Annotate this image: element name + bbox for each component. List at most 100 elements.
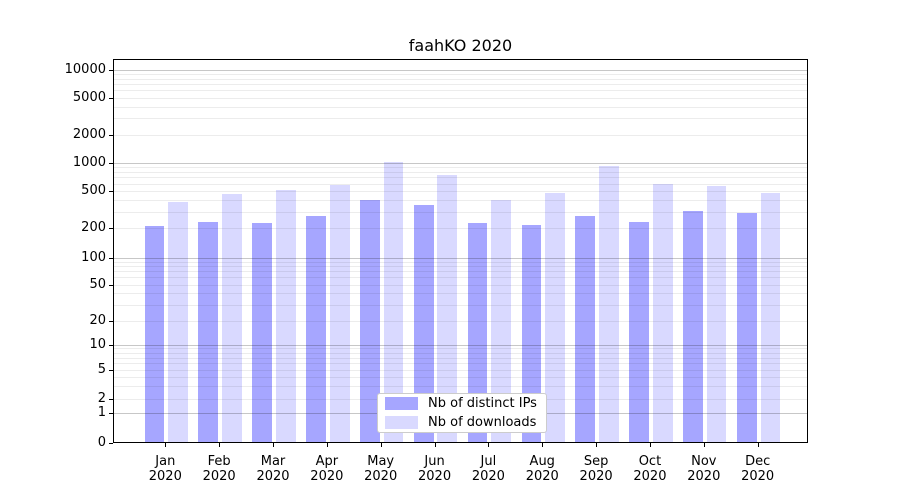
bar-downloads-nov <box>706 186 727 442</box>
gridline-10 <box>114 344 807 346</box>
bar-downloads-may <box>383 161 404 442</box>
bar-distinct_ips-apr <box>306 216 326 442</box>
x-tick-mark-sep <box>596 443 598 447</box>
y-tick-label-10: 10 <box>89 336 106 352</box>
y-tick-mark-0 <box>109 442 113 444</box>
y-tick-label-50: 50 <box>89 276 106 292</box>
x-tick-year: 2020 <box>471 468 505 484</box>
gridline-3 <box>114 386 807 388</box>
x-tick-label-jan: Jan 2020 <box>137 454 193 484</box>
y-tick-label-2000: 2000 <box>72 127 106 142</box>
bar-downloads-jul <box>491 199 512 442</box>
y-tick-label-20: 20 <box>89 313 106 328</box>
gridline-9 <box>114 348 807 350</box>
gridline-4 <box>114 377 807 379</box>
x-tick-month: Feb <box>207 454 231 469</box>
x-tick-year: 2020 <box>364 468 398 484</box>
gridline-2000 <box>114 135 807 136</box>
x-tick-label-dec: Dec 2020 <box>730 454 786 484</box>
y-tick-mark-1 <box>109 412 113 414</box>
legend: Nb of distinct IPs Nb of downloads <box>377 393 547 433</box>
y-tick-mark-10 <box>109 344 113 346</box>
x-tick-mark-nov <box>703 443 705 447</box>
gridline-600 <box>114 183 807 185</box>
bar-downloads-sep <box>599 165 619 442</box>
x-tick-label-oct: Oct 2020 <box>622 454 678 484</box>
bar-distinct_ips-dec <box>736 213 757 442</box>
plot-area <box>113 59 808 443</box>
y-tick-label-0: 0 <box>97 434 106 450</box>
bar-downloads-dec <box>760 192 781 442</box>
x-tick-mark-oct <box>649 443 651 447</box>
x-tick-mark-feb <box>219 443 221 447</box>
x-tick-label-sep: Sep 2020 <box>568 454 624 484</box>
gridline-10000 <box>114 69 807 71</box>
legend-row-downloads: Nb of downloads <box>378 415 546 430</box>
legend-swatch-distinct-ips <box>385 397 418 410</box>
gridline-90 <box>114 261 807 263</box>
bar-distinct_ips-may <box>360 200 380 442</box>
y-tick-mark-200 <box>109 228 113 229</box>
gridline-5 <box>114 370 807 371</box>
x-tick-year: 2020 <box>148 468 182 484</box>
gridline-4000 <box>114 106 807 108</box>
y-tick-mark-2 <box>109 399 113 400</box>
gridline-20 <box>114 321 807 322</box>
y-tick-label-500: 500 <box>81 183 106 198</box>
x-tick-year: 2020 <box>256 468 290 484</box>
y-tick-mark-100 <box>109 257 113 259</box>
bar-downloads-aug <box>545 192 565 442</box>
bar-distinct_ips-nov <box>683 211 703 442</box>
y-tick-mark-2000 <box>109 135 113 136</box>
x-tick-mark-mar <box>273 443 274 447</box>
x-tick-year: 2020 <box>310 468 344 484</box>
bar-downloads-mar <box>275 190 296 442</box>
gridline-100 <box>114 257 807 259</box>
x-tick-mark-may <box>380 443 382 447</box>
bar-distinct_ips-feb <box>198 221 219 442</box>
gridline-300 <box>114 211 807 213</box>
x-tick-month: Dec <box>745 454 771 469</box>
bar-distinct_ips-jan <box>144 226 165 442</box>
x-tick-label-mar: Mar 2020 <box>245 454 301 484</box>
x-tick-year: 2020 <box>633 468 667 484</box>
x-tick-label-aug: Aug 2020 <box>514 454 570 484</box>
x-tick-mark-aug <box>542 443 544 447</box>
chart-title: faahKO 2020 <box>408 36 513 55</box>
bar-downloads-oct <box>652 183 673 442</box>
x-tick-mark-dec <box>757 443 759 447</box>
gridline-3000 <box>114 118 807 120</box>
x-tick-mark-jan <box>165 443 167 447</box>
x-tick-label-may: May 2020 <box>353 454 409 484</box>
x-tick-year: 2020 <box>525 468 559 484</box>
bar-downloads-jan <box>168 202 188 442</box>
y-tick-mark-5 <box>109 370 113 371</box>
y-tick-mark-10000 <box>109 69 113 71</box>
x-tick-year: 2020 <box>579 468 613 484</box>
y-tick-mark-1000 <box>109 163 113 164</box>
legend-row-distinct-ips: Nb of distinct IPs <box>378 396 546 411</box>
y-tick-label-100: 100 <box>81 249 106 265</box>
y-tick-label-5000: 5000 <box>72 89 106 105</box>
gridline-1000 <box>114 163 807 164</box>
gridline-8 <box>114 352 807 354</box>
y-tick-mark-50 <box>109 284 113 286</box>
legend-label-downloads: Nb of downloads <box>428 415 537 430</box>
y-tick-label-200: 200 <box>81 220 106 235</box>
x-tick-label-nov: Nov 2020 <box>676 454 732 484</box>
x-tick-year: 2020 <box>687 468 721 484</box>
y-tick-label-1: 1 <box>97 404 106 420</box>
gridline-400 <box>114 200 807 201</box>
gridline-6 <box>114 363 807 365</box>
x-tick-label-feb: Feb 2020 <box>191 454 247 484</box>
bar-distinct_ips-oct <box>629 221 650 442</box>
x-tick-month: Aug <box>529 454 555 469</box>
bars-layer <box>114 60 807 442</box>
y-tick-label-10000: 10000 <box>64 61 106 77</box>
x-tick-label-jul: Jul 2020 <box>460 454 516 484</box>
grid-layer <box>114 60 807 442</box>
gridline-500 <box>114 191 807 192</box>
x-tick-month: Jun <box>424 454 445 469</box>
x-tick-month: Nov <box>691 454 717 469</box>
gridline-6000 <box>114 90 807 92</box>
